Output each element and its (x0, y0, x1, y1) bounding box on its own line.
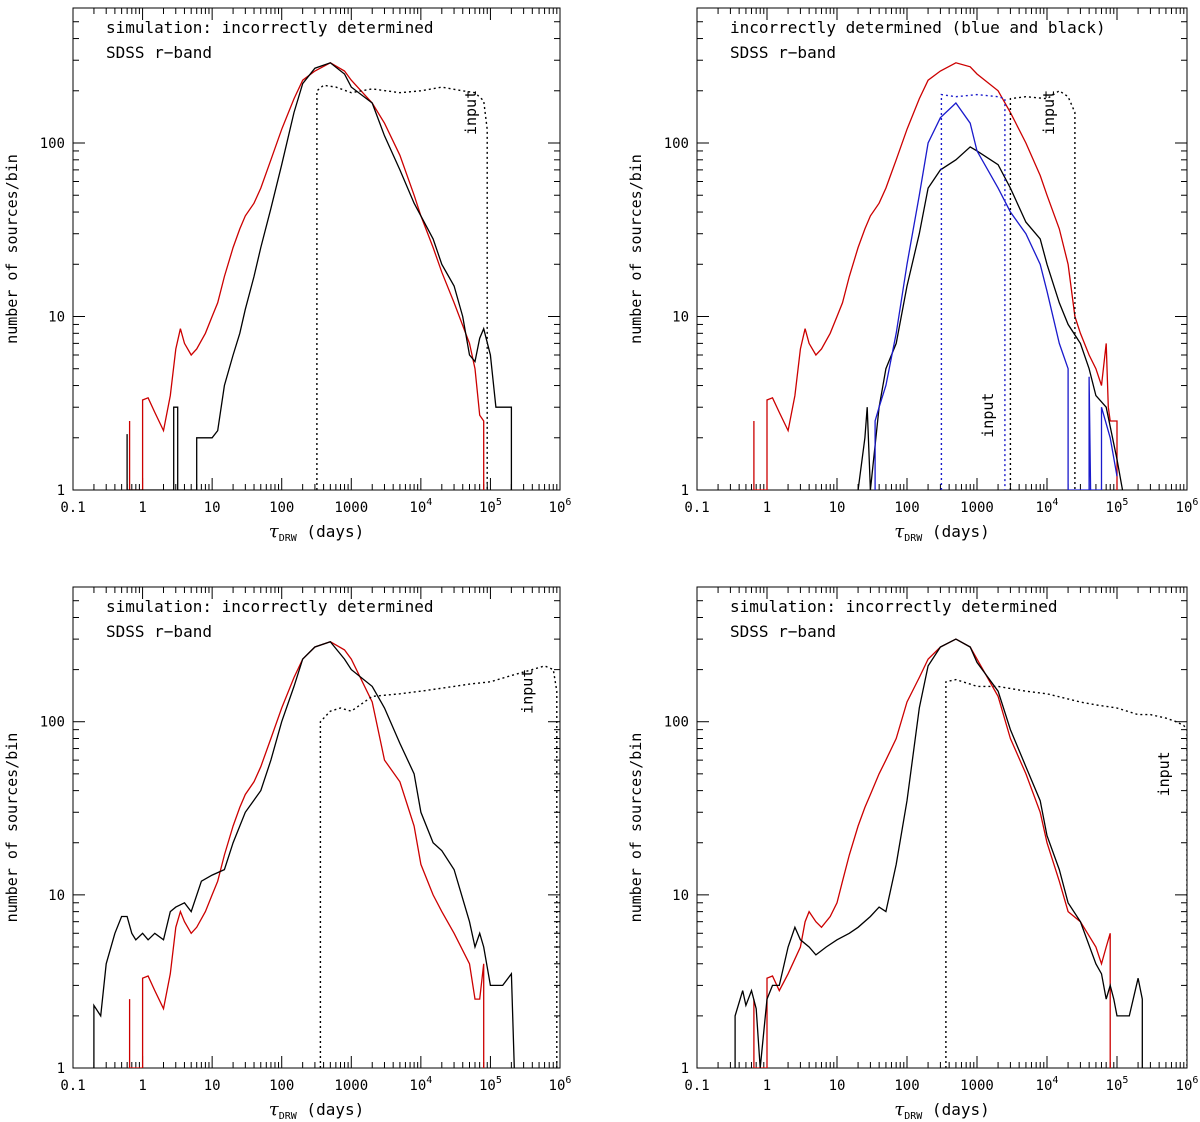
panel-bottom-left-xtick-label: 1000 (334, 1078, 368, 1094)
panel-bottom-right-legend-0: simulation: incorrectly determined (730, 597, 1058, 616)
panel-top-right-xtick-label: 100 (894, 500, 919, 516)
panel-bottom-left-xlabel: τDRW (days) (269, 1099, 364, 1122)
panel-top-right-series-0 (753, 62, 1118, 490)
panel-bottom-right-xtick-label: 100 (894, 1078, 919, 1094)
panel-top-right-xtick-label: 104 (1036, 497, 1059, 516)
panel-top-right-ytick-label: 100 (664, 136, 689, 152)
panel-top-right-xtick-label: 106 (1176, 497, 1199, 516)
panel-top-right-series-4-dotted (1009, 89, 1076, 490)
panel-top-right-xtick-label: 10 (829, 500, 846, 516)
panel-top-left-ylabel: number of sources/bin (3, 154, 21, 344)
panel-top-left-annotation-0: input (462, 90, 480, 135)
panel-top-left-xtick-label: 10 (204, 500, 221, 516)
panel-bottom-right-series-1 (734, 638, 1143, 1068)
panel-top-left-series-1 (126, 62, 513, 490)
panel-top-left-series-0 (128, 62, 485, 490)
panel-bottom-left-series-1 (93, 640, 515, 1068)
panel-top-right-series-2 (874, 102, 1118, 490)
panel-top-right-legend-0: incorrectly determined (blue and black) (730, 18, 1106, 37)
panel-top-left-xtick-label: 1000 (334, 500, 368, 516)
panel-bottom-right-xlabel: τDRW (days) (894, 1099, 989, 1122)
panel-top-left-xtick-label: 106 (549, 497, 572, 516)
panel-bottom-left-xtick-label: 100 (269, 1078, 294, 1094)
panel-top-right-xtick-label: 105 (1106, 497, 1129, 516)
panel-bottom-left-xtick-label: 1 (138, 1078, 146, 1094)
panel-bottom-left-xtick-label: 104 (409, 1075, 432, 1094)
panel-top-left-legend-0: simulation: incorrectly determined (106, 18, 434, 37)
panel-top-left-series-2-dotted (316, 84, 488, 490)
panel-bottom-right-ytick-label: 1 (681, 1061, 689, 1077)
panel-bottom-right-series-2-dotted (945, 678, 1187, 1068)
panel-top-left-xtick-label: 0.1 (60, 500, 85, 516)
panel-bottom-right-ylabel: number of sources/bin (627, 733, 645, 923)
panel-top-left-xlabel: τDRW (days) (269, 521, 364, 544)
panel-bottom-left-legend-1: SDSS r−band (106, 622, 212, 641)
panel-top-right-annotation-1: input (979, 393, 997, 438)
panel-bottom-left-xtick-label: 10 (204, 1078, 221, 1094)
panel-top-left-xtick-label: 104 (409, 497, 432, 516)
panel-bottom-left-legend-0: simulation: incorrectly determined (106, 597, 434, 616)
panel-bottom-right-xtick-label: 105 (1106, 1075, 1129, 1094)
panel-bottom-right-ytick-label: 100 (664, 715, 689, 731)
panel-bottom-right-legend-1: SDSS r−band (730, 622, 836, 641)
panel-top-right-xlabel: τDRW (days) (894, 521, 989, 544)
panel-top-right-xtick-label: 1 (763, 500, 771, 516)
panel-bottom-left-series-0 (128, 640, 485, 1068)
panel-top-right-xtick-label: 1000 (960, 500, 994, 516)
panel-top-right-ytick-label: 1 (681, 483, 689, 499)
panel-bottom-right-xtick-label: 0.1 (684, 1078, 709, 1094)
panel-bottom-left-ylabel: number of sources/bin (3, 733, 21, 923)
panel-top-left-ytick-label: 10 (48, 310, 65, 326)
panel-bottom-right-xtick-label: 1000 (960, 1078, 994, 1094)
panel-top-right-ytick-label: 10 (672, 310, 689, 326)
panel-top-left-xtick-label: 100 (269, 500, 294, 516)
panel-bottom-right-frame (696, 586, 1188, 1069)
panel-bottom-right-xtick-label: 10 (829, 1078, 846, 1094)
panel-bottom-left-xtick-label: 106 (549, 1075, 572, 1094)
panel-top-left-xtick-label: 1 (138, 500, 146, 516)
panel-bottom-right-series-0 (753, 638, 1111, 1068)
panel-top-right-xtick-label: 0.1 (684, 500, 709, 516)
panel-bottom-left-ytick-label: 1 (57, 1061, 65, 1077)
panel-top-right-legend-1: SDSS r−band (730, 43, 836, 62)
panel-bottom-right-xtick-label: 1 (763, 1078, 771, 1094)
panel-top-right-ylabel: number of sources/bin (627, 154, 645, 344)
panel-top-right-annotation-0: input (1040, 90, 1058, 135)
panel-top-left-ytick-label: 100 (40, 136, 65, 152)
panel-top-right-series-3-dotted (940, 93, 1006, 490)
panel-bottom-left-xtick-label: 0.1 (60, 1078, 85, 1094)
panel-bottom-left-ytick-label: 100 (40, 715, 65, 731)
panel-top-left-ytick-label: 1 (57, 483, 65, 499)
panel-bottom-right-xtick-label: 104 (1036, 1075, 1059, 1094)
panel-bottom-left-ytick-label: 10 (48, 888, 65, 904)
panel-top-left-xtick-label: 105 (479, 497, 502, 516)
panel-bottom-right-annotation-0: input (1155, 751, 1173, 796)
panel-bottom-left-frame (72, 586, 561, 1069)
panel-bottom-left-annotation-0: input (518, 669, 536, 714)
panel-bottom-left-xtick-label: 105 (479, 1075, 502, 1094)
panel-bottom-right-xtick-label: 106 (1176, 1075, 1199, 1094)
panel-bottom-right-ytick-label: 10 (672, 888, 689, 904)
panel-bottom-left-series-2-dotted (319, 665, 558, 1068)
panel-top-left-legend-1: SDSS r−band (106, 43, 212, 62)
